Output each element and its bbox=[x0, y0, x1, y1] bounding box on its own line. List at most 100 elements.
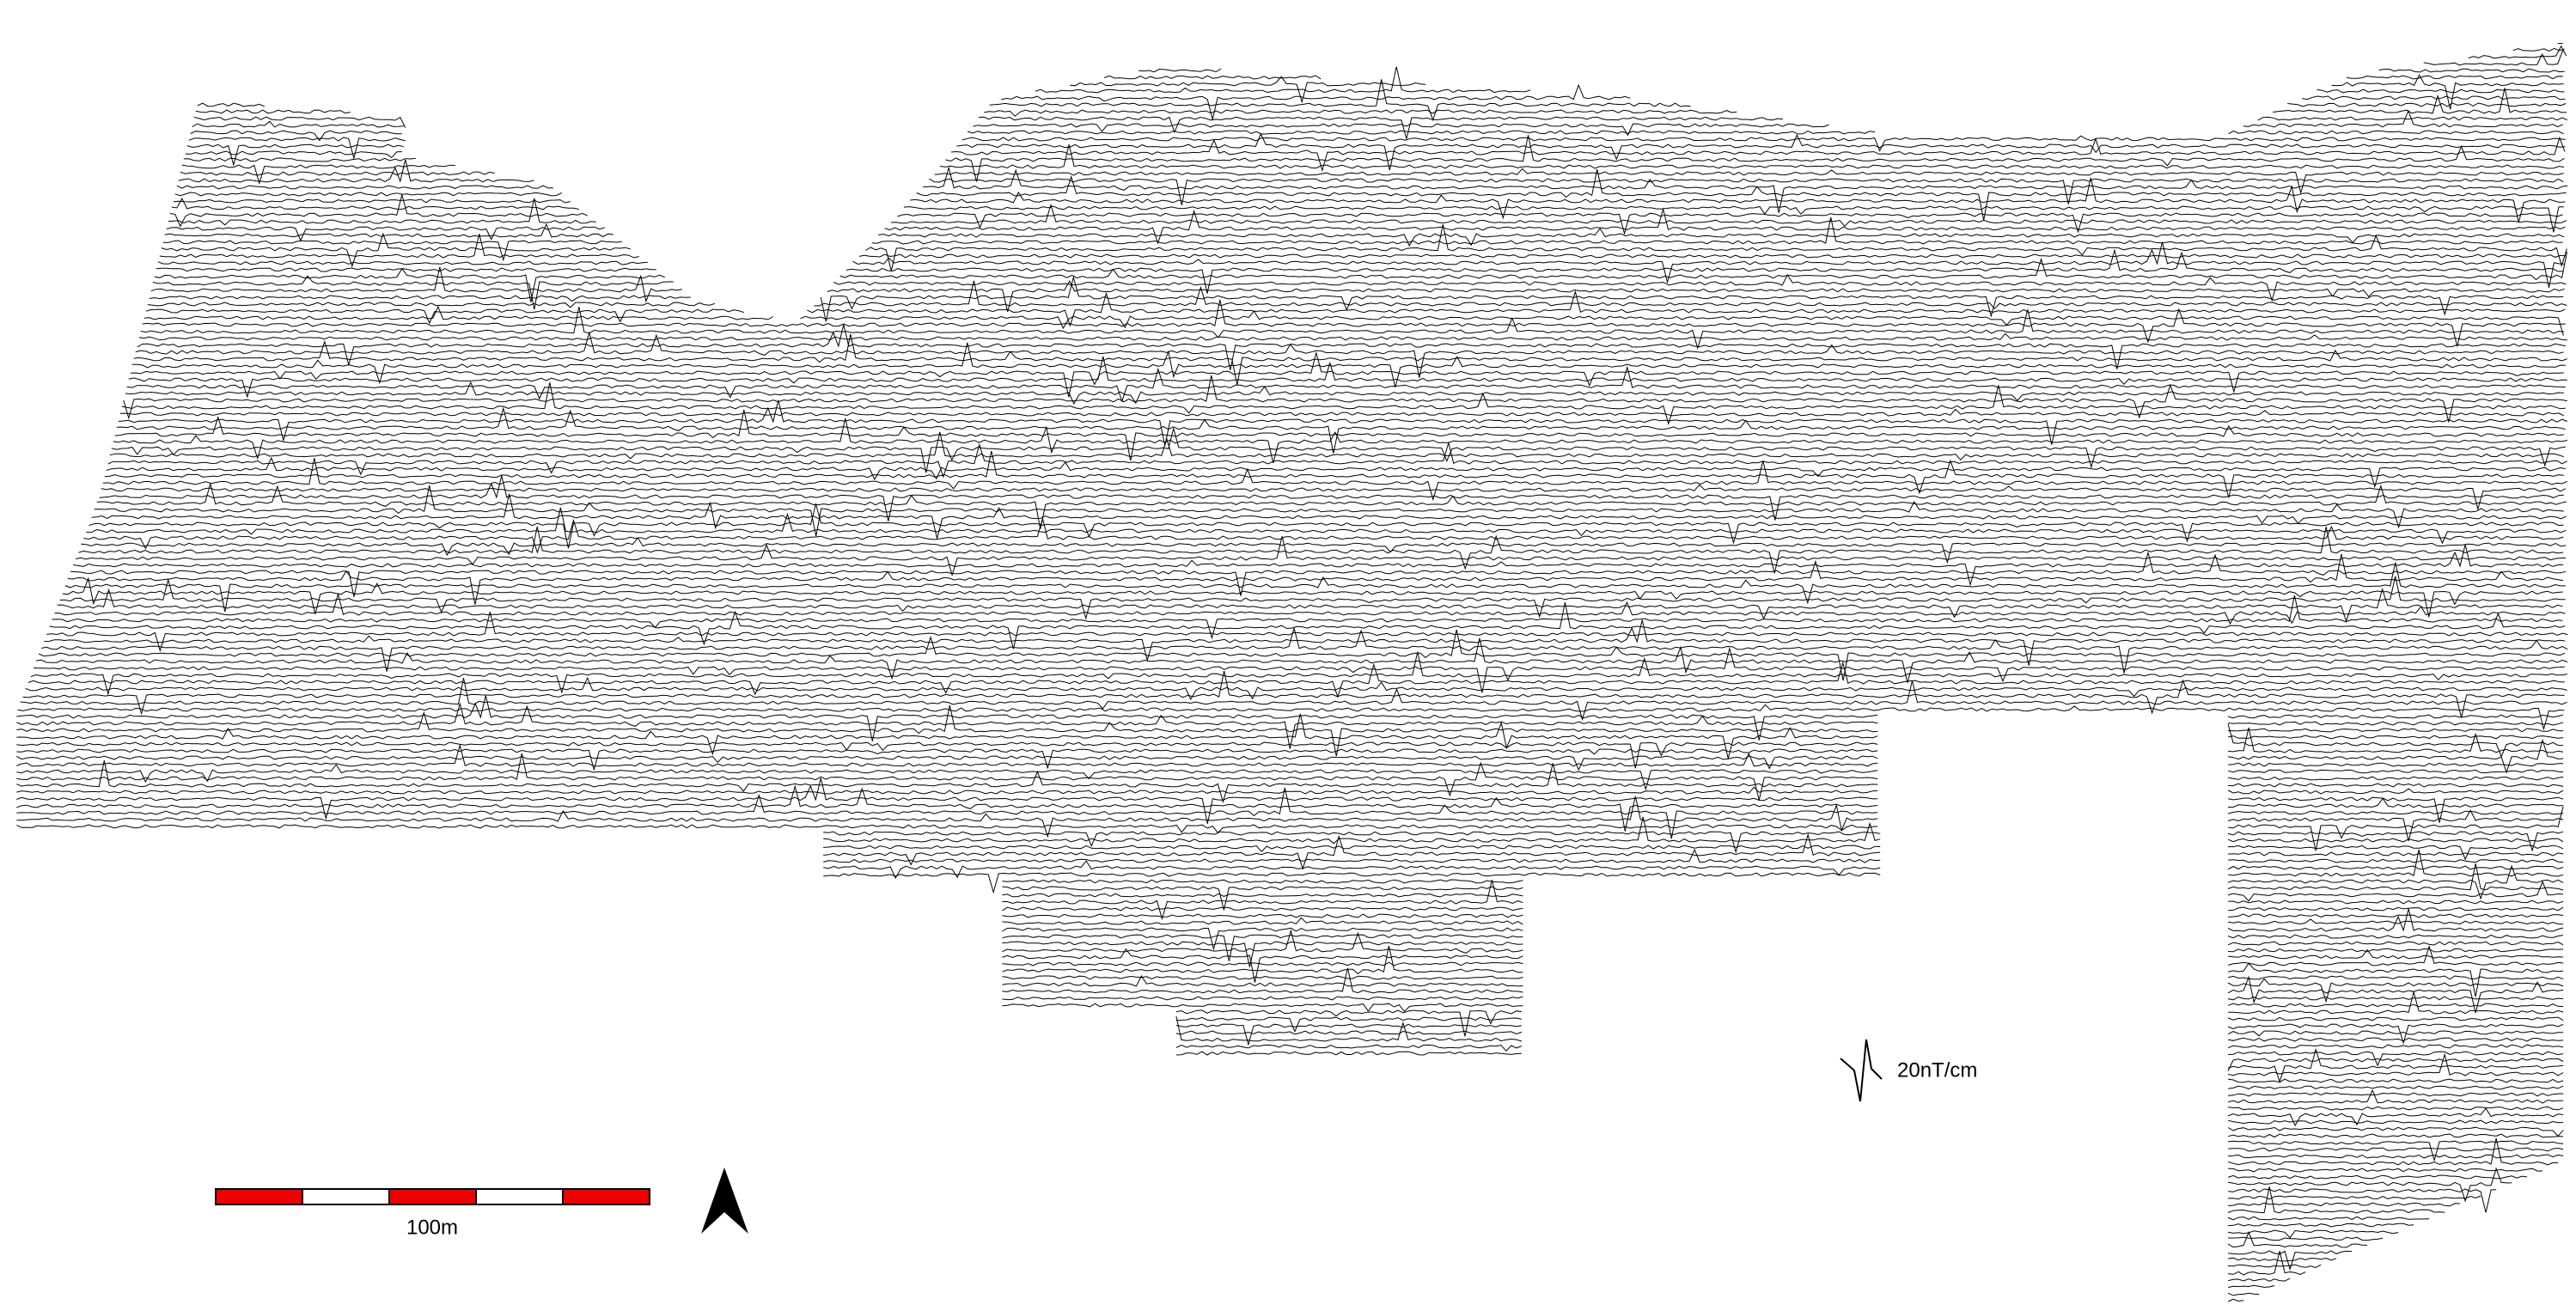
trace-line bbox=[2228, 784, 2563, 787]
trace-line bbox=[2228, 1086, 2563, 1089]
trace-line bbox=[2228, 1299, 2243, 1302]
trace-line bbox=[2228, 1052, 2563, 1065]
trace-line bbox=[175, 192, 562, 196]
trace-line bbox=[2228, 1148, 2563, 1151]
trace-line bbox=[917, 169, 2567, 220]
trace-line bbox=[2228, 1278, 2290, 1281]
trace-line bbox=[2228, 1141, 2563, 1161]
trace-line bbox=[1002, 887, 1523, 910]
trace-line bbox=[122, 382, 2566, 424]
trace-line bbox=[70, 552, 2566, 597]
magnetometer-traces bbox=[16, 44, 2567, 1302]
trace-line bbox=[2228, 992, 2563, 1014]
trace-line bbox=[2228, 1155, 2563, 1158]
trace-line bbox=[28, 663, 2565, 698]
trace-line bbox=[2228, 728, 2563, 753]
trace-line bbox=[92, 494, 2567, 539]
trace-line bbox=[158, 261, 648, 265]
trace-line bbox=[16, 760, 1877, 802]
trace-line bbox=[16, 825, 1877, 832]
trace-line bbox=[2228, 1168, 2512, 1201]
trace-line bbox=[2228, 907, 2563, 911]
trace-line bbox=[2228, 997, 2563, 1000]
trace-line bbox=[2273, 88, 2567, 113]
trace-line bbox=[2228, 777, 2563, 780]
trace-line bbox=[184, 158, 416, 162]
trace-line bbox=[136, 332, 2564, 377]
trace-line bbox=[2228, 789, 2563, 794]
trace-line bbox=[823, 873, 1880, 893]
trace-line bbox=[1002, 880, 1523, 918]
trace-line bbox=[189, 137, 406, 158]
trace-line bbox=[2228, 1175, 2527, 1179]
trace-line bbox=[2228, 735, 2563, 739]
trace-line bbox=[2228, 948, 2563, 952]
trace-line bbox=[141, 307, 2564, 348]
trace-line bbox=[1002, 930, 1523, 953]
trace-line bbox=[823, 850, 1880, 863]
trace-line bbox=[2228, 810, 2563, 841]
trace-line bbox=[2228, 1058, 2563, 1071]
trace-line bbox=[2228, 1223, 2414, 1227]
trace-line bbox=[16, 756, 1877, 770]
trace-line bbox=[2228, 1017, 2563, 1021]
trace-line bbox=[115, 410, 2564, 460]
trace-line bbox=[2228, 715, 2563, 718]
trace-line bbox=[103, 458, 2567, 499]
survey-map: 100m 20nT/cm bbox=[0, 0, 2576, 1311]
trace-line bbox=[2347, 76, 2563, 79]
trace-line bbox=[2228, 942, 2563, 945]
trace-line bbox=[2228, 1293, 2259, 1296]
trace-line bbox=[962, 136, 2566, 150]
trace-line bbox=[2228, 1055, 2563, 1076]
trace-scale-icon bbox=[1840, 1040, 1882, 1101]
scale-segment bbox=[389, 1189, 476, 1204]
trace-line bbox=[156, 268, 656, 271]
trace-line bbox=[2228, 914, 2563, 918]
trace-line bbox=[167, 227, 605, 241]
trace-line bbox=[36, 638, 2567, 683]
trace-line bbox=[155, 269, 665, 302]
trace-line bbox=[940, 144, 2564, 168]
scale-segment bbox=[563, 1189, 650, 1204]
scale-label: 100m bbox=[406, 1216, 458, 1239]
trace-line bbox=[1002, 880, 1523, 883]
trace-line bbox=[2228, 852, 2563, 856]
trace-line bbox=[46, 612, 2567, 650]
trace-line bbox=[1138, 69, 1221, 72]
trace-line bbox=[83, 519, 2563, 553]
trace-line bbox=[898, 213, 2563, 234]
trace-line bbox=[2513, 48, 2565, 51]
trace-line bbox=[146, 309, 744, 323]
trace-line bbox=[2228, 770, 2563, 773]
trace-line bbox=[859, 254, 2566, 258]
trace-line bbox=[124, 375, 2567, 422]
trace-line bbox=[191, 131, 402, 140]
scale-bar: 100m bbox=[216, 1189, 650, 1239]
trace-line bbox=[39, 630, 2565, 680]
trace-line bbox=[2228, 1216, 2429, 1220]
scale-segment bbox=[302, 1189, 389, 1204]
trace-line bbox=[174, 199, 571, 203]
trace-line bbox=[1176, 1045, 1522, 1051]
trace-line bbox=[2228, 1031, 2563, 1036]
trace-line bbox=[2228, 729, 2563, 732]
trace-line bbox=[2228, 1120, 2563, 1124]
trace-line bbox=[2228, 900, 2563, 904]
trace-line bbox=[2229, 131, 2564, 134]
trace-line bbox=[823, 835, 1880, 869]
trace-line bbox=[16, 778, 1877, 824]
trace-line bbox=[2228, 811, 2563, 814]
trace-line bbox=[108, 443, 2567, 478]
trace-line bbox=[2228, 1265, 2321, 1267]
trace-line bbox=[984, 110, 1737, 116]
trace-line bbox=[910, 178, 2565, 223]
trace-line bbox=[865, 224, 2567, 271]
trace-line bbox=[150, 296, 691, 302]
trace-line bbox=[148, 302, 715, 308]
trace-line bbox=[1002, 962, 1523, 966]
trace-line bbox=[833, 275, 2566, 301]
trace-line bbox=[2228, 797, 2563, 823]
trace-line bbox=[2379, 69, 2565, 72]
trace-line bbox=[182, 165, 455, 183]
